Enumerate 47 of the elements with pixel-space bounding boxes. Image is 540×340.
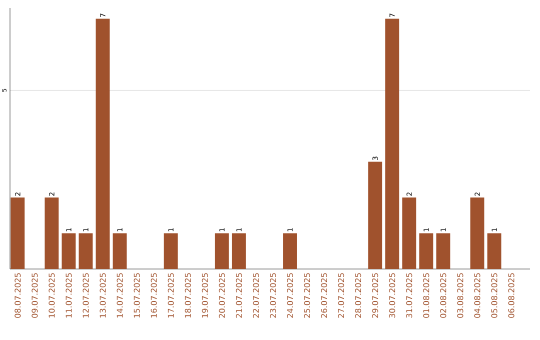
x-tick-label: 27.07.2025 <box>338 273 344 318</box>
bar <box>164 233 178 269</box>
bar <box>214 233 229 269</box>
bar <box>402 197 416 269</box>
x-tick-label: 12.07.2025 <box>82 273 89 318</box>
bar <box>232 233 246 269</box>
bar <box>419 233 434 269</box>
x-tick-label: 25.07.2025 <box>304 273 310 318</box>
x-tick-label: 16.07.2025 <box>150 273 157 318</box>
x-tick-label: 06.08.2025 <box>508 273 514 318</box>
bar <box>112 233 127 269</box>
bar <box>385 18 400 269</box>
x-tick-label: 28.07.2025 <box>355 273 362 318</box>
x-tick-label: 18.07.2025 <box>184 273 191 318</box>
bar <box>62 233 76 269</box>
bar <box>368 162 382 269</box>
x-tick-label: 14.07.2025 <box>116 273 123 318</box>
x-tick-label: 26.07.2025 <box>321 273 328 318</box>
x-tick-label: 01.08.2025 <box>423 273 430 318</box>
bar <box>283 233 297 269</box>
x-tick-label: 17.07.2025 <box>168 273 174 318</box>
x-tick-label: 04.08.2025 <box>474 273 480 318</box>
x-tick-label: 24.07.2025 <box>286 273 294 318</box>
x-tick-label: 11.07.2025 <box>66 273 72 318</box>
x-tick-label: 23.07.2025 <box>270 273 276 318</box>
bar <box>78 233 93 269</box>
bar <box>436 233 450 269</box>
x-tick-label: 09.07.2025 <box>32 273 38 318</box>
x-tick-label: 22.07.2025 <box>252 273 259 318</box>
x-tick-label: 03.08.2025 <box>457 273 464 318</box>
x-tick-label: 10.07.2025 <box>48 273 55 318</box>
x-tick-label: 19.07.2025 <box>202 273 208 318</box>
x-tick-label: 13.07.2025 <box>100 273 106 318</box>
bar <box>44 197 59 269</box>
x-tick-label: 31.07.2025 <box>406 273 412 318</box>
x-tick-label: 05.08.2025 <box>491 273 498 318</box>
x-tick-label: 29.07.2025 <box>372 273 378 318</box>
x-tick-label: 02.08.2025 <box>440 273 446 318</box>
x-tick-label: 15.07.2025 <box>134 273 140 318</box>
x-tick-label: 08.07.2025 <box>14 273 21 318</box>
bar <box>487 233 502 269</box>
x-tick-label: 30.07.2025 <box>389 273 396 318</box>
bar <box>470 197 484 269</box>
bar <box>10 197 25 269</box>
bar <box>96 18 110 269</box>
x-tick-label: 20.07.2025 <box>218 273 225 318</box>
x-tick-label: 21.07.2025 <box>236 273 242 318</box>
